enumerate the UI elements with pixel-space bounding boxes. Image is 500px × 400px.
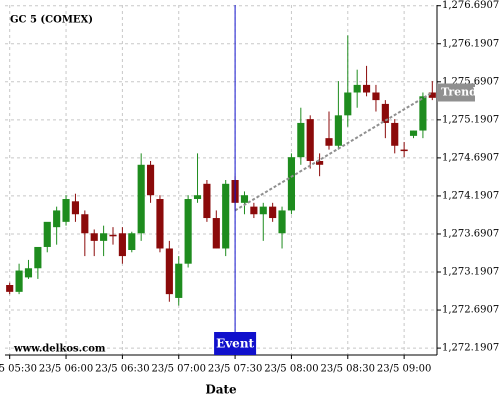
candle-body xyxy=(193,195,202,200)
candle-body xyxy=(372,92,380,101)
candle-body xyxy=(175,263,183,298)
trend-label-box xyxy=(437,83,475,102)
x-tick-label: 23/5 07:30 xyxy=(208,364,262,375)
x-tick-label: 23/5 05:30 xyxy=(0,364,37,375)
trend-label: Trend xyxy=(441,86,477,99)
x-tick-label: 23/5 06:00 xyxy=(39,364,93,375)
candle-body xyxy=(278,210,286,234)
candle-body xyxy=(6,285,14,292)
candle-body xyxy=(287,157,296,211)
candle-body xyxy=(269,206,277,219)
y-tick-label: 1,275.6907 xyxy=(442,76,499,87)
candle-body xyxy=(137,164,145,234)
y-tick-label: 1,276.1907 xyxy=(442,38,499,49)
candle-body xyxy=(316,160,324,165)
candle-body xyxy=(165,248,173,295)
candle-body xyxy=(146,164,155,196)
x-axis-title: Date xyxy=(205,383,237,397)
y-tick-label: 1,275.1907 xyxy=(442,114,499,125)
candle-body xyxy=(259,206,267,215)
candle-body xyxy=(53,210,61,228)
plot-layer: 1,272.1907 1,272.6907 1,273.1907 1,273.6907… xyxy=(0,0,499,374)
candle-body xyxy=(34,246,42,269)
candle-body xyxy=(212,218,220,249)
candle-body xyxy=(81,214,89,234)
candle-body xyxy=(391,122,399,146)
y-tick-label: 1,272.1907 xyxy=(442,343,499,354)
candle-body xyxy=(428,92,436,98)
x-tick-label: 23/5 07:00 xyxy=(152,364,206,375)
candle-body xyxy=(362,84,371,93)
trend-line xyxy=(234,91,433,212)
candle-body xyxy=(409,130,418,136)
source-label: www.delkos.com xyxy=(13,344,106,355)
candle-body xyxy=(400,149,408,152)
y-tick-label: 1,274.6907 xyxy=(442,152,499,163)
candle-body xyxy=(297,122,305,158)
x-tick-label: 23/5 08:00 xyxy=(264,364,318,375)
y-tick-label: 1,272.6907 xyxy=(442,305,499,316)
candle-body xyxy=(381,103,389,123)
candle-body xyxy=(62,199,70,222)
candle-body xyxy=(118,233,126,257)
candle-body xyxy=(24,268,33,278)
candle-body xyxy=(250,206,258,215)
candle-body xyxy=(344,92,352,116)
candle-body xyxy=(100,233,108,241)
x-tick-label: 23/5 08:30 xyxy=(321,364,375,375)
candle-body xyxy=(71,201,80,215)
y-tick-label: 1,276.6907 xyxy=(442,0,499,11)
candle-body xyxy=(90,233,98,241)
candle-body xyxy=(353,84,361,93)
chart-title: GC 5 (COMEX) xyxy=(10,15,93,26)
x-tick-label: 23/5 06:30 xyxy=(95,364,149,375)
candle-body xyxy=(419,96,427,131)
candle-body xyxy=(334,115,342,146)
candle-body xyxy=(203,183,211,219)
candle-body xyxy=(325,138,333,146)
y-tick-label: 1,273.6907 xyxy=(442,228,499,239)
candle-body xyxy=(15,270,23,292)
event-label: Event xyxy=(216,337,254,351)
x-tick-label: 23/5 09:00 xyxy=(377,364,431,375)
candle-body xyxy=(306,119,314,161)
candle-body xyxy=(222,183,230,249)
candle-body xyxy=(156,199,164,249)
y-tick-label: 1,273.1907 xyxy=(442,267,499,278)
candle-body xyxy=(128,233,136,250)
event-box xyxy=(214,332,257,355)
candle-body xyxy=(240,195,249,203)
candle-body xyxy=(184,199,192,264)
candle-body xyxy=(43,221,51,247)
y-tick-label: 1,274.1907 xyxy=(442,190,499,201)
candle-body xyxy=(109,234,117,237)
